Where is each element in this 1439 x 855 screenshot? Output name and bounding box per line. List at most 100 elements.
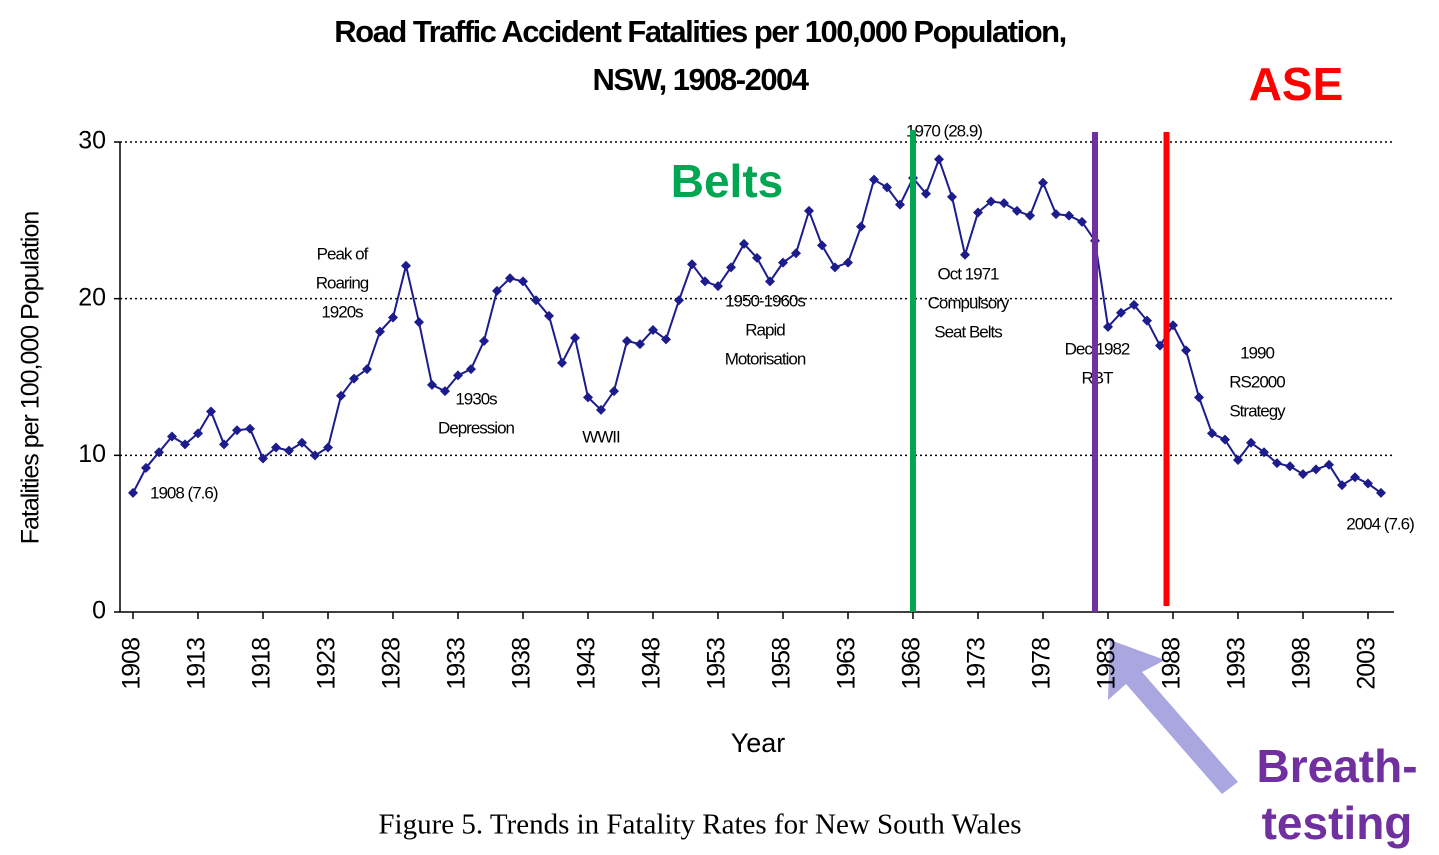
data-point xyxy=(1233,455,1243,466)
data-point xyxy=(219,439,229,450)
annotation: 1990 xyxy=(1240,343,1274,362)
data-point xyxy=(1272,458,1282,469)
data-point xyxy=(544,310,554,321)
x-tick-label: 1958 xyxy=(768,638,796,690)
data-point xyxy=(1025,210,1035,221)
annotation: 1950-1960s xyxy=(725,291,805,310)
data-point xyxy=(1324,459,1334,470)
annotation: Roaring xyxy=(316,273,369,292)
data-point xyxy=(804,205,814,216)
x-axis-title: Year xyxy=(731,728,786,758)
data-point xyxy=(778,257,788,268)
x-tick-label: 1928 xyxy=(378,638,406,690)
chart-title: Road Traffic Accident Fatalities per 100… xyxy=(334,14,1065,49)
data-point xyxy=(1350,472,1360,483)
annotation: WWII xyxy=(582,427,620,446)
data-point xyxy=(687,259,697,270)
data-point xyxy=(453,370,463,381)
data-point xyxy=(492,285,502,296)
data-point xyxy=(245,423,255,434)
annotation: Strategy xyxy=(1229,401,1286,420)
y-tick-label: 10 xyxy=(78,440,106,468)
data-point xyxy=(1064,210,1074,221)
annotation: 1970 (28.9) xyxy=(906,121,982,140)
y-tick-label: 20 xyxy=(78,283,106,311)
data-point xyxy=(1285,461,1295,472)
event-label: testing xyxy=(1262,797,1413,849)
data-point xyxy=(1298,469,1308,480)
data-point xyxy=(388,312,398,323)
x-tick-label: 1988 xyxy=(1158,638,1186,690)
data-point xyxy=(1038,177,1048,188)
data-point xyxy=(1363,478,1373,489)
data-point xyxy=(427,379,437,390)
x-tick-label: 1938 xyxy=(508,638,536,690)
data-point xyxy=(830,262,840,273)
data-point xyxy=(648,325,658,335)
data-point xyxy=(505,273,515,284)
data-point xyxy=(1116,307,1126,318)
x-tick-label: 1908 xyxy=(118,638,146,690)
data-point xyxy=(284,445,294,456)
data-point xyxy=(336,390,346,401)
x-tick-label: 1923 xyxy=(313,638,341,690)
data-point xyxy=(609,386,619,397)
data-point xyxy=(674,295,684,306)
data-point xyxy=(1337,480,1347,491)
data-point xyxy=(154,447,164,458)
data-point xyxy=(570,332,580,343)
data-point xyxy=(739,238,749,249)
data-point xyxy=(1194,392,1204,403)
data-point xyxy=(323,442,333,453)
data-point xyxy=(1012,205,1022,216)
x-tick-label: 1968 xyxy=(898,638,926,690)
data-point xyxy=(401,260,411,271)
annotation: 1920s xyxy=(321,302,363,321)
data-point xyxy=(1168,320,1178,331)
data-point xyxy=(1142,315,1152,326)
x-tick-label: 1918 xyxy=(248,638,276,690)
data-point xyxy=(362,364,372,375)
data-point xyxy=(1207,428,1217,439)
data-point xyxy=(128,487,138,498)
data-point xyxy=(1259,447,1269,458)
data-point xyxy=(1103,321,1113,332)
data-point xyxy=(856,221,866,232)
x-tick-label: 2003 xyxy=(1353,638,1381,690)
annotation: RS2000 xyxy=(1229,372,1285,391)
x-tick-label: 1933 xyxy=(443,638,471,690)
event-label: Breath- xyxy=(1256,740,1417,792)
data-point xyxy=(167,431,177,442)
annotation: Motorisation xyxy=(725,349,806,368)
data-point xyxy=(661,334,671,345)
x-tick-label: 1973 xyxy=(963,638,991,690)
x-tick-label: 1913 xyxy=(183,638,211,690)
data-point xyxy=(180,439,190,450)
data-point xyxy=(258,453,268,464)
data-point xyxy=(518,276,528,287)
annotation: Compulsory xyxy=(928,293,1010,312)
data-point xyxy=(349,373,359,384)
annotation: Peak of xyxy=(317,244,369,263)
data-point xyxy=(232,425,242,436)
data-point xyxy=(973,207,983,218)
data-point xyxy=(882,182,892,193)
data-point xyxy=(1051,209,1061,220)
annotation: Rapid xyxy=(745,320,785,339)
data-point xyxy=(1246,437,1256,448)
y-tick-label: 0 xyxy=(92,597,106,625)
data-point xyxy=(375,326,385,337)
x-tick-label: 1953 xyxy=(703,638,731,690)
data-point xyxy=(583,392,593,403)
chart-title: NSW, 1908-2004 xyxy=(592,62,809,97)
figure-caption: Figure 5. Trends in Fatality Rates for N… xyxy=(378,809,1021,841)
data-point xyxy=(297,437,307,448)
arrow xyxy=(1108,640,1238,794)
data-point xyxy=(726,262,736,273)
x-tick-label: 1943 xyxy=(573,638,601,690)
data-point xyxy=(193,428,203,439)
data-point xyxy=(557,357,567,368)
annotation: Depression xyxy=(438,418,515,437)
data-point xyxy=(466,364,476,375)
